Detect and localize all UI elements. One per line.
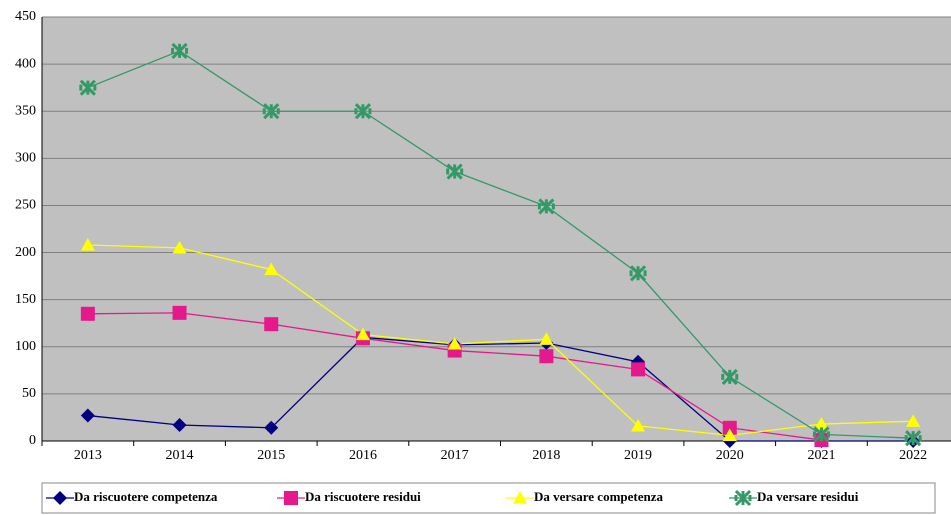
marker [172,305,187,320]
marker [264,262,279,276]
marker [629,265,647,282]
marker [80,306,95,321]
y-tick-label: 350 [15,103,36,118]
marker [354,103,372,120]
marker [262,103,280,120]
marker [631,418,646,432]
marker [904,430,922,447]
series-line [87,336,914,442]
y-tick-label: 400 [15,56,36,71]
marker [355,327,370,341]
marker [721,368,739,385]
marker [172,417,187,432]
marker [722,420,737,435]
marker [814,417,829,430]
y-tick-label: 450 [15,9,36,24]
marker [631,362,646,377]
y-tick-label: 0 [29,433,36,448]
marker [264,317,279,332]
x-tick-label: 2017 [441,448,469,463]
y-tick-label: 300 [15,151,36,166]
series-line [87,244,914,437]
marker [539,349,554,364]
y-tick-label: 250 [15,198,36,213]
legend-label: Da versare residui [757,489,859,504]
marker [53,491,67,505]
y-tick-label: 150 [15,292,36,307]
marker [734,489,752,507]
marker [79,79,97,96]
x-tick-label: 2013 [74,448,102,463]
series-line [87,50,914,439]
legend-label: Da riscuotere competenza [74,489,218,504]
marker [80,238,95,251]
x-tick-label: 2018 [532,448,560,463]
marker [171,42,189,59]
marker [284,491,298,505]
plot-area [42,17,951,441]
marker [906,414,921,427]
x-tick-label: 2014 [166,448,194,463]
x-tick-label: 2022 [899,448,927,463]
y-tick-label: 50 [22,386,36,401]
marker [172,240,187,254]
marker [447,336,462,350]
x-tick-label: 2021 [807,448,835,463]
marker [446,163,464,180]
marker [722,428,737,441]
legend-label: Da riscuotere residui [305,489,421,504]
x-tick-label: 2020 [716,448,744,463]
marker [539,332,554,345]
x-tick-label: 2019 [624,448,652,463]
marker [80,408,95,423]
marker [513,491,527,504]
marker [537,198,555,215]
marker [812,426,830,443]
x-tick-label: 2015 [257,448,285,463]
marker [264,420,279,435]
x-tick-label: 2016 [349,448,377,463]
y-tick-label: 200 [15,245,36,260]
legend-label: Da versare competenza [534,489,663,504]
y-tick-label: 100 [15,339,36,354]
legend-box [41,482,936,514]
